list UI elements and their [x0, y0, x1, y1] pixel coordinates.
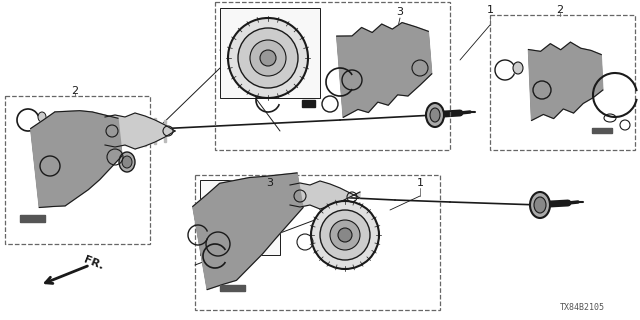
Circle shape [320, 210, 370, 260]
Text: TX84B2105: TX84B2105 [559, 303, 605, 313]
Polygon shape [290, 181, 360, 209]
Circle shape [250, 40, 286, 76]
Text: 2: 2 [556, 5, 564, 15]
Polygon shape [105, 113, 175, 149]
Ellipse shape [38, 112, 46, 122]
Ellipse shape [122, 156, 132, 168]
Ellipse shape [426, 103, 444, 127]
Text: 1: 1 [486, 5, 493, 15]
Polygon shape [193, 173, 303, 290]
Bar [5, 96, 150, 244]
Polygon shape [154, 118, 156, 144]
Ellipse shape [314, 239, 326, 255]
Circle shape [238, 28, 298, 88]
Circle shape [260, 50, 276, 66]
Polygon shape [104, 117, 106, 145]
Polygon shape [302, 100, 315, 107]
Text: 2: 2 [72, 86, 79, 96]
Polygon shape [144, 116, 146, 146]
Polygon shape [220, 285, 245, 291]
Polygon shape [164, 120, 166, 142]
Ellipse shape [430, 108, 440, 122]
Bar [195, 175, 440, 310]
Text: 3: 3 [266, 178, 273, 188]
Circle shape [228, 18, 308, 98]
Circle shape [338, 228, 352, 242]
Ellipse shape [513, 62, 523, 74]
Ellipse shape [530, 192, 550, 218]
Polygon shape [529, 42, 603, 120]
Text: 3: 3 [397, 7, 403, 17]
Circle shape [330, 220, 360, 250]
Text: FR.: FR. [82, 255, 105, 272]
Bar [490, 15, 635, 150]
Bar [200, 180, 280, 255]
Ellipse shape [119, 152, 135, 172]
Polygon shape [31, 111, 122, 207]
Polygon shape [124, 117, 126, 145]
Polygon shape [20, 215, 45, 222]
Polygon shape [337, 23, 432, 117]
Circle shape [311, 201, 379, 269]
Bar [215, 2, 450, 150]
Text: 1: 1 [417, 178, 424, 188]
Polygon shape [134, 114, 136, 148]
Polygon shape [592, 128, 612, 133]
Bar [220, 8, 320, 98]
Ellipse shape [534, 197, 546, 213]
Polygon shape [114, 115, 116, 147]
